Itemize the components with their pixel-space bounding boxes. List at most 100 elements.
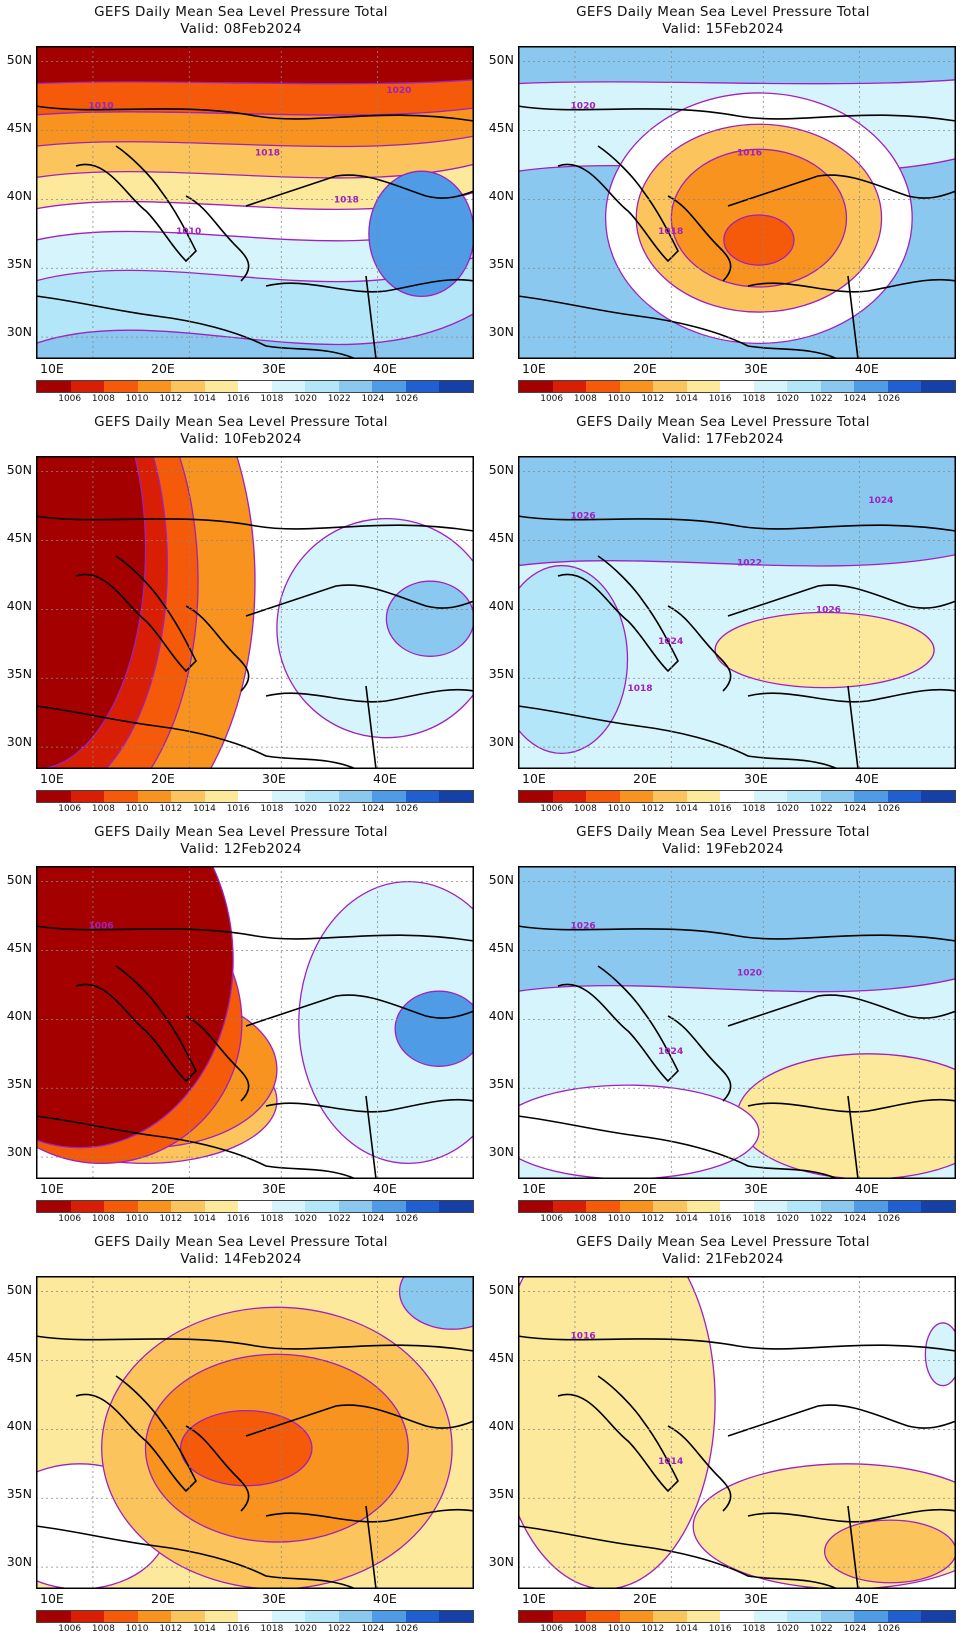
colorbar-swatch (70, 791, 105, 802)
colorbar (518, 380, 956, 393)
colorbar-label: 1012 (159, 1624, 183, 1634)
colorbar-swatch (70, 381, 105, 392)
colorbar-label: 1008 (91, 1214, 115, 1224)
colorbar-label: 1022 (809, 804, 833, 814)
colorbar-label: 1010 (607, 1214, 631, 1224)
forecast-panel: GEFS Daily Mean Sea Level Pressure Total… (482, 1230, 964, 1640)
colorbar-label: 1018 (260, 1214, 284, 1224)
panel-valid-date: Valid: 08Feb2024 (180, 21, 302, 37)
longitude-label: 30E (262, 1591, 286, 1606)
colorbar-swatch (820, 1201, 855, 1212)
latitude-label: 50N (6, 52, 32, 67)
colorbar-swatch (720, 381, 754, 392)
forecast-panel: GEFS Daily Mean Sea Level Pressure Total… (482, 0, 964, 410)
colorbar-swatch (37, 381, 71, 392)
panel-title: GEFS Daily Mean Sea Level Pressure Total (94, 824, 388, 840)
longitude-label: 20E (151, 1591, 175, 1606)
longitude-label: 40E (373, 361, 397, 376)
contour-label: 1024 (658, 637, 683, 647)
colorbar-swatch (372, 791, 406, 802)
colorbar-swatch (305, 381, 339, 392)
contour-label: 1026 (571, 922, 596, 932)
forecast-panel: GEFS Daily Mean Sea Level Pressure Total… (0, 410, 482, 820)
latitude-label: 35N (6, 1076, 32, 1091)
latitude-label: 40N (6, 188, 32, 203)
colorbar (518, 790, 956, 803)
colorbar-swatch (787, 381, 821, 392)
pressure-map: 1006 (36, 866, 474, 1179)
colorbar-label: 1026 (877, 1214, 901, 1224)
latitude-label: 35N (6, 256, 32, 271)
contour-label: 1022 (737, 559, 762, 569)
pressure-map (36, 1276, 474, 1589)
colorbar-swatch (686, 1201, 721, 1212)
colorbar-label: 1008 (573, 1624, 597, 1634)
latitude-label: 40N (6, 598, 32, 613)
longitude-label: 10E (40, 1181, 64, 1196)
longitude-label: 10E (40, 1591, 64, 1606)
colorbar-swatch (405, 1201, 440, 1212)
longitude-label: 10E (522, 771, 546, 786)
colorbar-label: 1016 (226, 1624, 250, 1634)
colorbar-swatch (619, 1611, 654, 1622)
colorbar-swatch (753, 791, 788, 802)
contour-label: 1020 (737, 969, 762, 979)
colorbar-label: 1006 (540, 804, 564, 814)
contour-label: 1018 (628, 684, 653, 694)
latitude-label: 45N (6, 530, 32, 545)
colorbar-swatch (887, 1201, 922, 1212)
contour-label: 1024 (868, 496, 893, 506)
pressure-map: 1026 1024 1022 1026 1024 1018 (518, 456, 956, 769)
colorbar-swatch (137, 1611, 172, 1622)
colorbar-label: 1014 (675, 1624, 698, 1634)
colorbar-label: 1014 (675, 1214, 698, 1224)
pressure-map: 1010 1010 1018 1018 1020 (36, 46, 474, 359)
colorbar-label: 1026 (395, 1624, 419, 1634)
longitude-label: 10E (522, 361, 546, 376)
colorbar-swatch (686, 1611, 721, 1622)
panel-title: GEFS Daily Mean Sea Level Pressure Total (94, 1234, 388, 1250)
longitude-label: 20E (633, 771, 657, 786)
colorbar-label: 1008 (573, 394, 597, 404)
colorbar-swatch (753, 1611, 788, 1622)
latitude-label: 30N (488, 734, 514, 749)
colorbar-swatch (37, 1611, 71, 1622)
forecast-panel: GEFS Daily Mean Sea Level Pressure Total… (0, 0, 482, 410)
colorbar-label: 1006 (58, 394, 82, 404)
latitude-label: 50N (6, 1282, 32, 1297)
colorbar-swatch (338, 381, 373, 392)
colorbar-swatch (653, 1201, 687, 1212)
forecast-panel: GEFS Daily Mean Sea Level Pressure Total… (482, 820, 964, 1230)
colorbar-swatch (338, 791, 373, 802)
colorbar-swatch (171, 381, 205, 392)
latitude-label: 45N (6, 940, 32, 955)
colorbar-swatch (338, 1201, 373, 1212)
colorbar-swatch (305, 1201, 339, 1212)
colorbar-swatch (238, 1611, 272, 1622)
colorbar-swatch (171, 1611, 205, 1622)
colorbar-label: 1008 (91, 394, 115, 404)
colorbar-swatch (552, 1201, 587, 1212)
longitude-label: 10E (40, 361, 64, 376)
colorbar-label: 1014 (193, 1624, 216, 1634)
panel-title: GEFS Daily Mean Sea Level Pressure Total (94, 4, 388, 20)
colorbar-swatch (405, 1611, 440, 1622)
colorbar-label: 1012 (159, 1214, 183, 1224)
colorbar-swatch (586, 791, 620, 802)
panel-valid-date: Valid: 12Feb2024 (180, 841, 302, 857)
colorbar-swatch (887, 381, 922, 392)
panel-title: GEFS Daily Mean Sea Level Pressure Total (576, 1234, 870, 1250)
colorbar-label: 1018 (742, 804, 766, 814)
colorbar-label: 1016 (708, 394, 732, 404)
longitude-label: 40E (855, 1181, 879, 1196)
longitude-label: 10E (522, 1591, 546, 1606)
colorbar-label: 1024 (843, 804, 867, 814)
latitude-label: 45N (488, 120, 514, 135)
colorbar-swatch (854, 1201, 888, 1212)
colorbar-swatch (372, 1201, 406, 1212)
colorbar-label: 1014 (193, 804, 216, 814)
colorbar-swatch (921, 1201, 955, 1212)
colorbar-label: 1022 (327, 804, 351, 814)
contour-label: 1018 (334, 196, 359, 206)
longitude-label: 10E (522, 1181, 546, 1196)
